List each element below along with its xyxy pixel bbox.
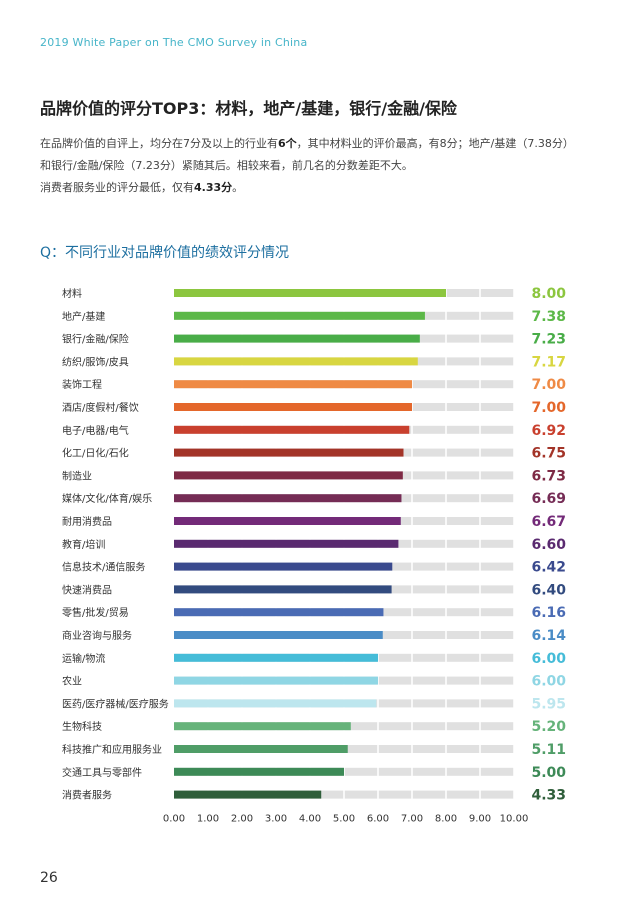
page-number: 26 bbox=[40, 870, 58, 886]
bar bbox=[174, 357, 418, 366]
value-label: 5.20 bbox=[531, 719, 566, 735]
bar bbox=[174, 631, 383, 639]
value-label: 6.67 bbox=[531, 514, 566, 530]
bar bbox=[174, 311, 425, 320]
value-label: 6.75 bbox=[531, 446, 566, 462]
text-segment: 消费者服务业的评分最低，仅有 bbox=[40, 181, 194, 194]
bar bbox=[174, 448, 404, 457]
bar bbox=[174, 722, 351, 731]
category-label: 纺织/服饰/皮具 bbox=[62, 355, 129, 368]
value-label: 4.33 bbox=[531, 788, 566, 804]
category-label: 媒体/文化/体育/娱乐 bbox=[62, 492, 152, 505]
category-label: 材料 bbox=[62, 287, 82, 300]
category-label: 生物科技 bbox=[62, 720, 102, 733]
bar bbox=[174, 517, 401, 525]
category-label: 信息技术/通信服务 bbox=[62, 561, 145, 574]
category-label: 医药/医疗器械/医疗服务 bbox=[62, 697, 169, 710]
category-label: 交通工具与零部件 bbox=[62, 766, 142, 779]
bar bbox=[174, 425, 410, 434]
value-label: 6.73 bbox=[531, 468, 566, 484]
bar bbox=[174, 745, 348, 753]
category-label: 消费者服务 bbox=[62, 789, 112, 802]
bar bbox=[174, 334, 420, 343]
bar bbox=[174, 539, 399, 548]
highlight-count: 6个 bbox=[278, 137, 297, 150]
x-tick-label: 9.00 bbox=[469, 814, 491, 825]
x-tick-label: 2.00 bbox=[231, 814, 253, 825]
value-label: 6.42 bbox=[531, 560, 566, 576]
x-tick-label: 10.00 bbox=[500, 814, 529, 825]
summary-paragraph: 在品牌价值的自评上，均分在7分及以上的行业有6个，其中材料业的评价最高，有8分；… bbox=[40, 133, 610, 199]
category-label: 快速消费品 bbox=[62, 583, 112, 596]
value-label: 7.00 bbox=[531, 377, 566, 393]
x-tick-label: 5.00 bbox=[333, 814, 355, 825]
value-label: 6.92 bbox=[531, 423, 566, 439]
category-label: 银行/金融/保险 bbox=[62, 333, 129, 346]
bar bbox=[174, 790, 322, 799]
bar bbox=[174, 562, 393, 571]
question-title: Q：不同行业对品牌价值的绩效评分情况 bbox=[40, 245, 290, 261]
bar bbox=[174, 767, 344, 776]
value-label: 7.00 bbox=[531, 400, 566, 416]
category-label: 装饰工程 bbox=[62, 378, 102, 391]
bar bbox=[174, 608, 384, 617]
bar bbox=[174, 380, 412, 389]
text-segment: ，其中材料业的评价最高，有8分；地产/基建（7.38分） bbox=[296, 137, 574, 150]
x-tick-label: 4.00 bbox=[299, 814, 321, 825]
value-label: 6.16 bbox=[531, 605, 566, 621]
bar bbox=[174, 403, 412, 411]
value-label: 7.38 bbox=[531, 309, 566, 325]
value-label: 6.40 bbox=[531, 582, 566, 598]
document-header: 2019 White Paper on The CMO Survey in Ch… bbox=[40, 36, 308, 49]
paragraph-line-1: 在品牌价值的自评上，均分在7分及以上的行业有6个，其中材料业的评价最高，有8分；… bbox=[40, 133, 610, 155]
bar bbox=[174, 676, 378, 685]
category-label: 商业咨询与服务 bbox=[62, 629, 132, 642]
bar bbox=[174, 471, 403, 480]
category-label: 农业 bbox=[62, 675, 82, 688]
value-label: 7.17 bbox=[531, 354, 566, 370]
category-label: 电子/电器/电气 bbox=[62, 424, 129, 437]
value-label: 6.14 bbox=[531, 628, 566, 644]
x-tick-label: 7.00 bbox=[401, 814, 423, 825]
x-tick-label: 3.00 bbox=[265, 814, 287, 825]
x-tick-label: 8.00 bbox=[435, 814, 457, 825]
category-label: 制造业 bbox=[62, 469, 92, 482]
value-label: 5.11 bbox=[531, 742, 566, 758]
value-label: 6.00 bbox=[531, 674, 566, 690]
value-label: 5.95 bbox=[531, 696, 566, 712]
category-label: 零售/批发/贸易 bbox=[62, 606, 129, 619]
text-segment: 。 bbox=[232, 181, 244, 194]
value-label: 7.23 bbox=[531, 332, 566, 348]
value-label: 5.00 bbox=[531, 765, 566, 781]
bar bbox=[174, 585, 392, 594]
category-label: 地产/基建 bbox=[62, 310, 105, 323]
bar bbox=[174, 699, 377, 708]
x-tick-label: 6.00 bbox=[367, 814, 389, 825]
bar bbox=[174, 289, 446, 297]
value-label: 6.69 bbox=[531, 491, 566, 507]
category-label: 教育/培训 bbox=[62, 538, 105, 551]
category-label: 科技推广和应用服务业 bbox=[62, 743, 162, 756]
x-tick-label: 0.00 bbox=[163, 814, 185, 825]
category-label: 化工/日化/石化 bbox=[62, 447, 129, 460]
category-label: 运输/物流 bbox=[62, 652, 105, 665]
category-label: 酒店/度假村/餐饮 bbox=[62, 401, 139, 414]
x-tick-label: 1.00 bbox=[197, 814, 219, 825]
bar bbox=[174, 494, 402, 503]
value-label: 8.00 bbox=[531, 286, 566, 302]
section-title: 品牌价值的评分TOP3：材料，地产/基建，银行/金融/保险 bbox=[40, 99, 457, 118]
value-label: 6.00 bbox=[531, 651, 566, 667]
category-label: 耐用消费品 bbox=[62, 515, 112, 528]
bar bbox=[174, 653, 378, 662]
text-segment: 在品牌价值的自评上，均分在7分及以上的行业有 bbox=[40, 137, 278, 150]
value-label: 6.60 bbox=[531, 537, 566, 553]
highlight-score: 4.33分 bbox=[194, 181, 233, 194]
paragraph-line-3: 消费者服务业的评分最低，仅有4.33分。 bbox=[40, 177, 610, 199]
paragraph-line-2: 和银行/金融/保险（7.23分）紧随其后。相较来看，前几名的分数差距不大。 bbox=[40, 159, 413, 172]
